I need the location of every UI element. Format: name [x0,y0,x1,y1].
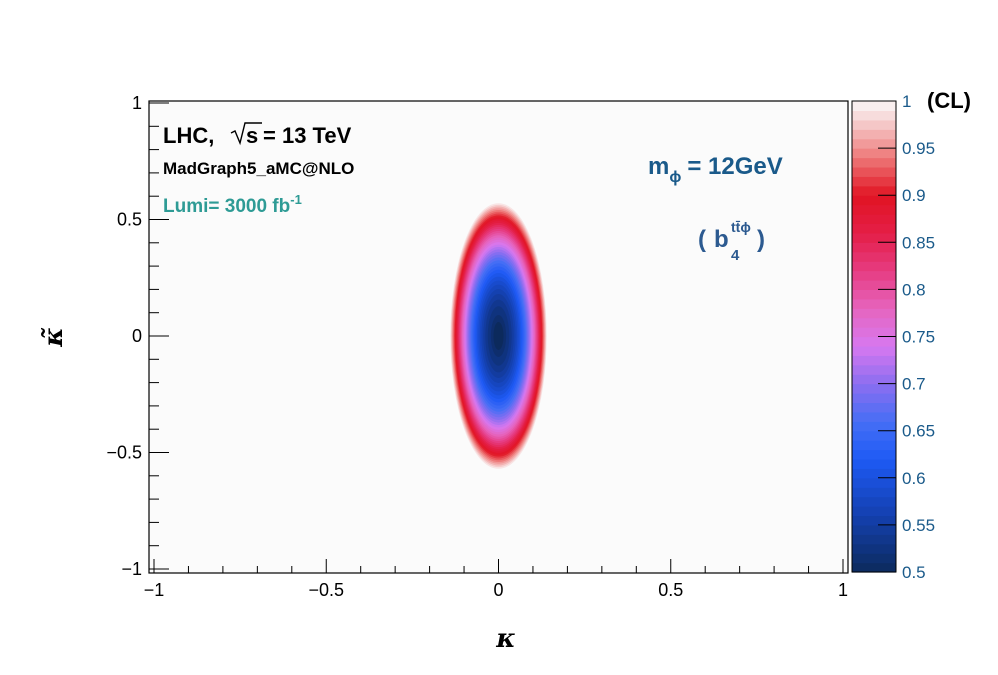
colorbar-band [852,270,896,281]
y-tick-label: 0 [132,326,142,346]
mass-label: mϕ = 12GeV [648,153,783,186]
coupling-superscript: tt̄ϕ [731,219,751,235]
colorbar-band [852,524,896,535]
colorbar-band [852,430,896,441]
mass-subscript: ϕ [669,169,681,186]
colorbar-band [852,477,896,488]
axis-tick-labels: −1 −0.5 0 0.5 1 −1 −0.5 0 0.5 1 [106,93,848,600]
lumi-label: Lumi= 3000 fb-1 [163,192,302,217]
colorbar-band [852,336,896,347]
colorbar-tick-label: 0.8 [902,280,926,299]
coupling-label: ( b tt̄ϕ 4 ) [698,219,765,264]
y-tick-label: 1 [132,93,142,113]
colorbar-band [852,496,896,507]
colorbar-band [852,166,896,177]
colorbar-band [852,298,896,309]
colorbar-band [852,242,896,253]
colorbar-band [852,383,896,394]
lhc-label: LHC, [163,123,214,148]
colorbar-band [852,411,896,422]
colorbar-band [852,440,896,451]
colorbar-band [852,355,896,366]
colorbar-tick-label: 0.5 [902,563,926,582]
colorbar-band [852,308,896,319]
colorbar-band [852,506,896,517]
colorbar-band [852,364,896,375]
colorbar-band [852,553,896,564]
energy-label: = 13 TeV [263,123,352,148]
svg-text:(: ( [698,226,706,253]
contour-layer [450,203,547,469]
colorbar-tick-label: 0.6 [902,469,926,488]
x-tick-label: 0.5 [658,580,683,600]
x-axis-label: κ [495,624,516,654]
colorbar-tick-label: 0.75 [902,328,935,347]
colorbar-band [852,317,896,328]
colorbar-band [852,214,896,225]
colorbar-band [852,543,896,554]
colorbar-band [852,148,896,159]
colorbar-band [852,223,896,234]
x-tick-label: −0.5 [308,580,344,600]
colorbar-band [852,195,896,206]
colorbar-band [852,421,896,432]
axis-ticks [149,102,844,573]
colorbar-title: (CL) [927,88,971,113]
sqrt-s-label: s [246,123,258,148]
colorbar-band [852,458,896,469]
y-tick-label: −0.5 [106,443,142,463]
colorbar-tick-label: 0.65 [902,422,935,441]
colorbar-band [852,251,896,262]
colorbar-tick-label: 0.9 [902,186,926,205]
x-tick-label: 1 [838,580,848,600]
colorbar-band [852,515,896,526]
colorbar-band [852,176,896,187]
colorbar-band [852,468,896,479]
colorbar-band [852,129,896,140]
x-tick-label: 0 [493,580,503,600]
colorbar-band [852,157,896,168]
sqrt-symbol [230,122,262,146]
colorbar-band [852,402,896,413]
generator-label: MadGraph5_aMC@NLO [163,159,354,178]
colorbar-band [852,562,896,573]
colorbar-band [852,101,896,112]
colorbar-band [852,279,896,290]
colorbar-band [852,289,896,300]
y-axis-label: κ̃ [39,327,69,348]
x-tick-label: −1 [144,580,165,600]
colorbar-tick-label: 0.95 [902,139,935,158]
colorbar-band [852,487,896,498]
colorbar-band [852,374,896,385]
colorbar-band [852,204,896,215]
colorbar-band [852,534,896,545]
colorbar-tick-label: 0.85 [902,233,935,252]
svg-text:b: b [714,226,729,253]
colorbar-band [852,327,896,338]
y-tick-label: 0.5 [117,210,142,230]
colorbar-band [852,449,896,460]
colorbar: 0.5 0.55 0.6 0.65 0.7 0.75 0.8 0.85 0.9 0.95 1 [851,92,935,582]
colorbar-band [852,110,896,121]
colorbar-tick-label: 0.55 [902,516,935,535]
colorbar-band [852,345,896,356]
colorbar-band [852,138,896,149]
y-tick-label: −1 [121,559,142,579]
colorbar-band [852,119,896,130]
coupling-subscript: 4 [731,247,740,264]
colorbar-tick-label: 1 [902,92,911,111]
colorbar-band [852,393,896,404]
svg-text:): ) [757,226,765,253]
colorbar-band [852,185,896,196]
colorbar-tick-label: 0.7 [902,375,926,394]
lumi-exponent: -1 [290,192,302,207]
colorbar-band [852,261,896,272]
colorbar-band [852,232,896,243]
contour-core [493,322,504,350]
